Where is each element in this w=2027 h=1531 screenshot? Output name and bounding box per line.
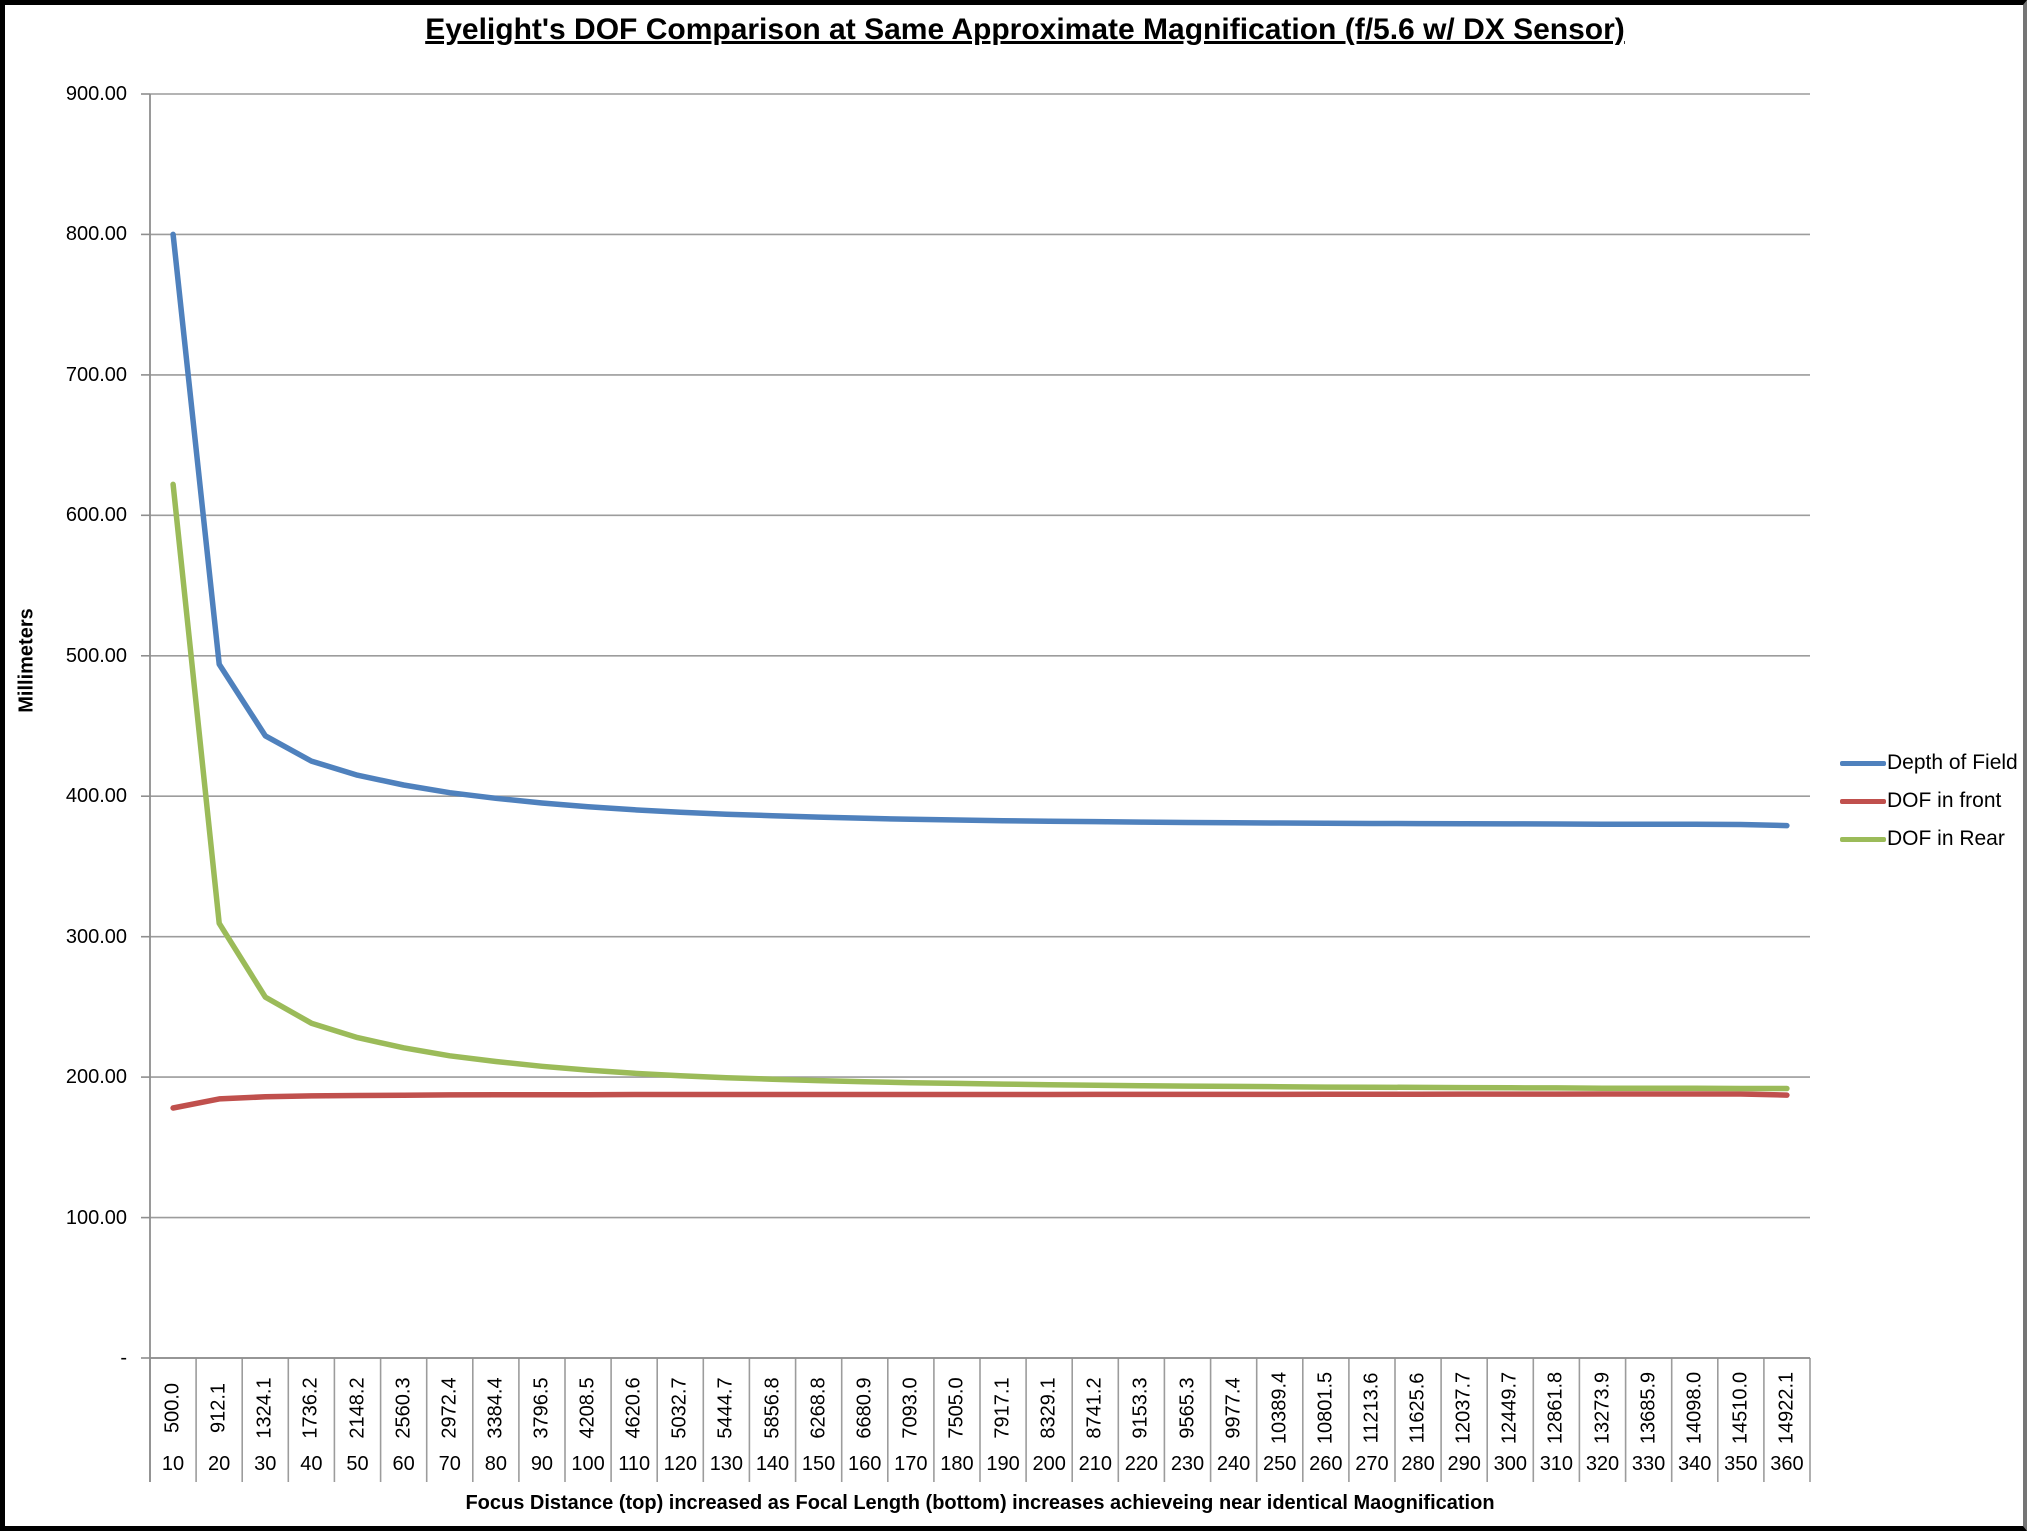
x-top-tick-label: 8741.2: [1083, 1377, 1106, 1439]
x-bottom-tick-label: 330: [1631, 1453, 1666, 1475]
x-top-tick-label: 11213.6: [1360, 1372, 1383, 1444]
x-bottom-tick-label: 110: [618, 1453, 651, 1475]
legend-swatch-depth-of-field: [1840, 760, 1886, 766]
x-top-tick-label: 7917.1: [991, 1377, 1014, 1439]
x-bottom-tick-label: 290: [1447, 1453, 1481, 1475]
x-top-tick-label: 13273.9: [1591, 1371, 1613, 1445]
x-top-tick-label: 7093.0: [899, 1377, 922, 1439]
series-line-dof-in-front: [170, 1091, 1790, 1111]
x-bottom-tick-label: 100: [571, 1453, 605, 1475]
x-top-tick-label: 2972.4: [438, 1377, 461, 1439]
x-bottom-tick-label: 120: [663, 1453, 697, 1475]
x-bottom-tick-label: 350: [1724, 1453, 1758, 1475]
y-tick-label: 200.00: [65, 1066, 127, 1089]
legend-item-dof-in-front: DOF in front: [1840, 787, 2018, 815]
x-bottom-tick-label: 20: [208, 1453, 231, 1475]
x-top-tick-label: 5444.7: [714, 1377, 737, 1439]
x-top-tick-label: 11625.6: [1406, 1372, 1429, 1444]
x-bottom-tick-label: 80: [484, 1453, 507, 1475]
y-tick-label: 400.00: [65, 785, 127, 808]
x-bottom-tick-label: 90: [530, 1453, 554, 1475]
x-top-tick-label: 2148.2: [346, 1377, 368, 1439]
x-bottom-tick-label: 280: [1401, 1453, 1435, 1475]
x-top-tick-label: 5856.8: [761, 1377, 783, 1439]
x-bottom-tick-label: 210: [1078, 1453, 1112, 1475]
x-top-tick-label: 14922.1: [1775, 1371, 1798, 1445]
x-top-tick-label: 10801.5: [1314, 1371, 1337, 1445]
legend-label: Depth of Field: [1887, 751, 2018, 774]
x-bottom-tick-label: 340: [1678, 1453, 1712, 1475]
x-top-tick-label: 1324.1: [253, 1377, 276, 1439]
plot-area: [141, 93, 1811, 1482]
x-top-tick-label: 12449.7: [1498, 1371, 1521, 1445]
x-bottom-tick-label: 40: [300, 1453, 323, 1475]
y-tick-label: 800.00: [65, 223, 127, 246]
x-top-tick-label: 10389.4: [1268, 1371, 1291, 1445]
x-bottom-tick-label: 180: [940, 1453, 974, 1475]
x-axis-title: Focus Distance (top) increased as Focal …: [465, 1492, 1495, 1514]
legend-item-dof-in-rear: DOF in Rear: [1840, 825, 2018, 853]
x-top-tick-label: 7505.0: [945, 1377, 968, 1439]
x-bottom-tick-label: 30: [254, 1453, 277, 1475]
legend-label: DOF in front: [1887, 789, 2002, 812]
x-top-tick-label: 2560.3: [392, 1377, 415, 1439]
series-line-depth-of-field: [170, 231, 1790, 829]
x-bottom-tick-label: 320: [1585, 1453, 1620, 1475]
y-tick-label: 600.00: [65, 504, 127, 527]
legend: Depth of Field DOF in front DOF in Rear: [1840, 749, 2018, 863]
series-line-dof-in-rear: [170, 481, 1790, 1092]
y-tick-label: 900.00: [65, 83, 127, 105]
legend-swatch-dof-in-rear: [1840, 836, 1886, 842]
x-bottom-tick-label: 270: [1355, 1453, 1389, 1475]
x-bottom-tick-label: 190: [986, 1453, 1020, 1475]
x-bottom-tick-label: 140: [755, 1453, 790, 1475]
x-top-tick-label: 13685.9: [1637, 1371, 1660, 1445]
y-tick-label: 100.00: [65, 1206, 127, 1229]
x-top-tick-label: 14098.0: [1683, 1371, 1706, 1445]
y-tick-label: -: [120, 1347, 127, 1369]
x-bottom-tick-label: 300: [1493, 1453, 1527, 1475]
x-top-tick-label: 9153.3: [1129, 1377, 1152, 1439]
x-top-tick-label: 12037.7: [1452, 1371, 1475, 1445]
x-bottom-tick-label: 70: [438, 1453, 461, 1475]
x-top-tick-label: 12861.8: [1544, 1371, 1567, 1445]
x-bottom-tick-label: 130: [709, 1453, 744, 1475]
x-bottom-tick-label: 310: [1539, 1453, 1574, 1475]
x-bottom-tick-label: 50: [346, 1453, 369, 1475]
x-top-tick-label: 4208.5: [576, 1377, 599, 1439]
x-bottom-tick-label: 260: [1309, 1453, 1343, 1475]
x-bottom-tick-label: 240: [1216, 1453, 1251, 1475]
legend-swatch-dof-in-front: [1840, 798, 1886, 804]
x-top-tick-label: 8329.1: [1037, 1377, 1060, 1439]
x-top-tick-label: 1736.2: [299, 1377, 322, 1439]
x-top-tick-label: 3384.4: [484, 1377, 507, 1439]
legend-item-depth-of-field: Depth of Field: [1840, 749, 2018, 777]
x-top-tick-label: 6680.9: [853, 1377, 876, 1439]
y-tick-label: 500.00: [65, 644, 127, 667]
x-bottom-tick-label: 170: [894, 1453, 928, 1475]
x-top-tick-label: 6268.8: [807, 1377, 830, 1439]
x-top-tick-label: 9565.3: [1176, 1377, 1198, 1439]
x-top-tick-label: 4620.6: [622, 1377, 645, 1439]
x-bottom-tick-label: 220: [1124, 1453, 1159, 1475]
x-top-tick-label: 9977.4: [1222, 1377, 1245, 1439]
x-top-tick-label: 14510.0: [1729, 1371, 1752, 1445]
x-top-tick-label: 3796.5: [530, 1377, 553, 1439]
x-top-tick-label: 912.1: [207, 1382, 230, 1434]
y-tick-label: 700.00: [65, 363, 127, 386]
x-top-tick-label: 5032.7: [668, 1377, 691, 1439]
x-bottom-tick-label: 10: [161, 1453, 185, 1475]
x-bottom-tick-label: 160: [848, 1453, 882, 1475]
x-bottom-tick-label: 360: [1770, 1453, 1804, 1475]
x-top-tick-label: 500.0: [161, 1382, 184, 1434]
legend-label: DOF in Rear: [1887, 827, 2005, 850]
x-bottom-tick-label: 200: [1032, 1453, 1066, 1475]
x-bottom-tick-label: 230: [1170, 1453, 1205, 1475]
chart-title: Eyelight's DOF Comparison at Same Approx…: [425, 13, 1625, 46]
x-bottom-tick-label: 60: [392, 1453, 415, 1475]
x-bottom-tick-label: 250: [1263, 1453, 1297, 1475]
x-bottom-tick-label: 150: [801, 1453, 836, 1475]
y-tick-label: 300.00: [65, 925, 127, 948]
